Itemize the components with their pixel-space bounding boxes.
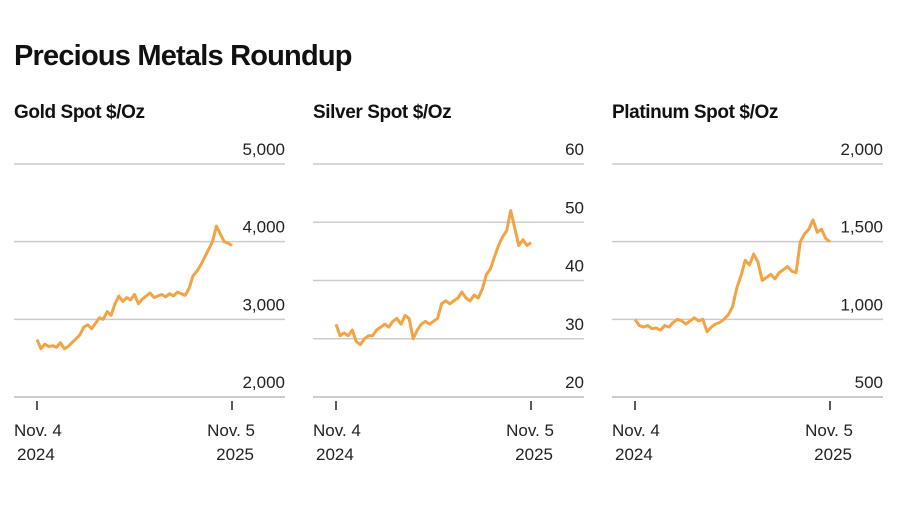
silver-chart-title: Silver Spot $/Oz (313, 102, 452, 123)
platinum-y-tick-label: 2,000 (840, 140, 883, 159)
silver-x-tick-label: Nov. 5 (506, 421, 554, 440)
silver-y-tick-label: 50 (565, 198, 584, 217)
gold-x-tick-label: Nov. 5 (207, 421, 255, 440)
gold-x-tick-year: 2024 (17, 445, 55, 464)
silver-y-tick-label: 60 (565, 140, 584, 159)
silver-x-tick-year: 2025 (515, 445, 553, 464)
gold-x-tick-label: Nov. 4 (14, 421, 62, 440)
gold-chart-title: Gold Spot $/Oz (14, 102, 145, 123)
gold-x-tick-year: 2025 (216, 445, 254, 464)
gold-y-tick-label: 4,000 (242, 218, 285, 237)
gold-price-line (35, 224, 233, 351)
silver-x-tick-year: 2024 (316, 445, 354, 464)
platinum-y-tick-label: 1,500 (840, 218, 883, 237)
silver-y-tick-label: 20 (565, 373, 584, 392)
gold-y-tick-label: 2,000 (242, 373, 285, 392)
platinum-y-tick-label: 1,000 (840, 295, 883, 314)
platinum-x-tick-label: Nov. 5 (805, 421, 853, 440)
platinum-x-tick-year: 2024 (615, 445, 653, 464)
platinum-x-tick-label: Nov. 4 (612, 421, 660, 440)
silver-y-tick-label: 40 (565, 257, 584, 276)
platinum-chart-title: Platinum Spot $/Oz (612, 102, 778, 123)
silver-y-tick-label: 30 (565, 315, 584, 334)
gold-y-tick-label: 3,000 (242, 295, 285, 314)
platinum-price-line (633, 218, 831, 334)
platinum-y-tick-label: 500 (855, 373, 883, 392)
silver-x-tick-label: Nov. 4 (313, 421, 361, 440)
silver-price-line (334, 209, 532, 347)
platinum-x-tick-year: 2025 (814, 445, 852, 464)
page-title: Precious Metals Roundup (14, 40, 353, 72)
gold-y-tick-label: 5,000 (242, 140, 285, 159)
